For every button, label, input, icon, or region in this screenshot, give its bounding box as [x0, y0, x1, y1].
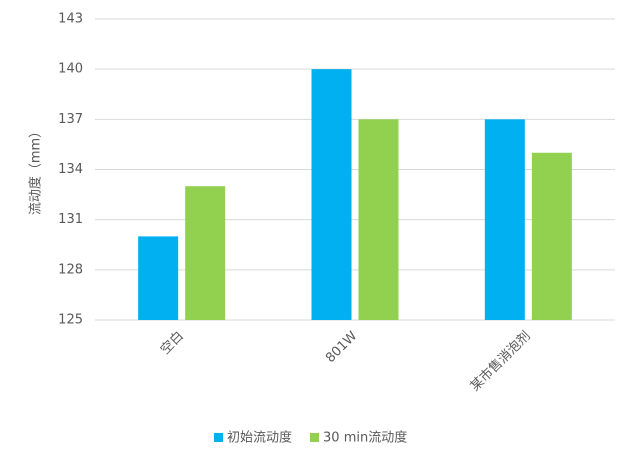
legend-label: 30 min流动度: [323, 430, 407, 446]
y-tick-label: 137: [58, 112, 83, 127]
x-tick-label: 空白: [157, 328, 187, 358]
bar: [531, 152, 572, 320]
y-tick-label: 143: [58, 12, 83, 27]
x-tick-label: 801W: [323, 329, 360, 366]
y-tick-label: 125: [58, 313, 83, 328]
bar: [138, 236, 179, 320]
legend-label: 初始流动度: [227, 430, 292, 446]
y-tick-label: 134: [58, 162, 83, 177]
y-axis-label: 流动度（mm）: [28, 125, 44, 215]
y-tick-label: 131: [58, 212, 83, 227]
bar: [484, 119, 525, 320]
bar: [358, 119, 399, 320]
legend-swatch: [214, 433, 223, 442]
x-tick-label: 某市售消泡剂: [467, 328, 533, 394]
y-tick-label: 128: [58, 262, 83, 277]
bar: [311, 69, 352, 321]
y-tick-label: 140: [58, 62, 83, 77]
bar: [185, 186, 226, 320]
legend-swatch: [310, 433, 320, 442]
